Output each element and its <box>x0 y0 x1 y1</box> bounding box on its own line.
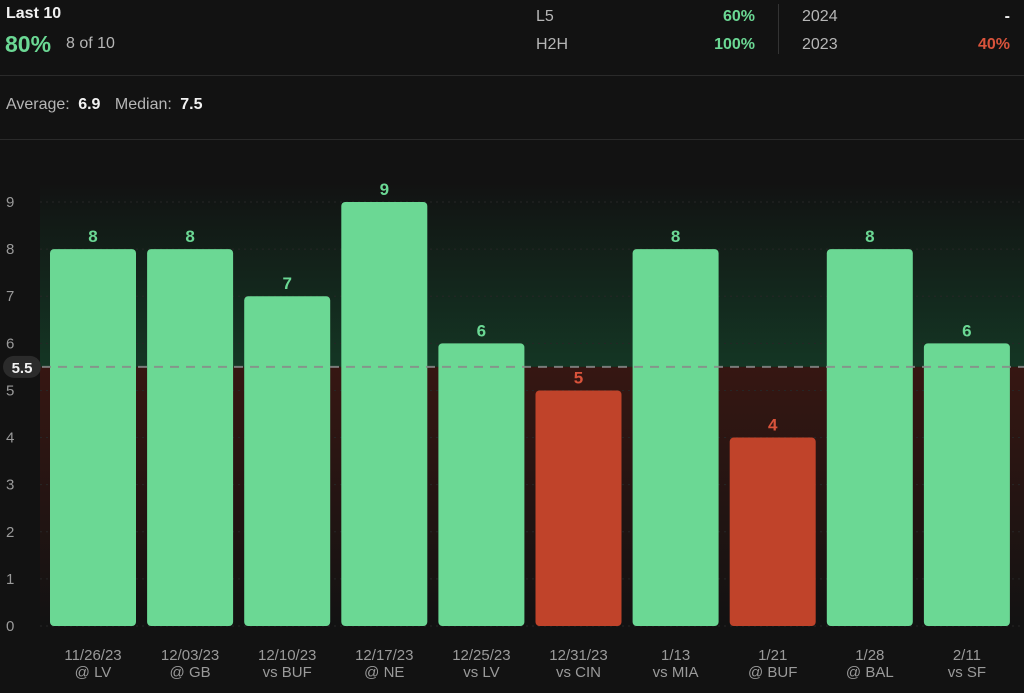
x-tick-date: 12/10/23 <box>258 647 316 664</box>
hit-rate-count: 8 of 10 <box>66 35 115 52</box>
x-tick-opponent: vs MIA <box>653 664 699 681</box>
panel-title: Last 10 <box>6 5 62 22</box>
y-tick-label: 4 <box>6 430 14 447</box>
x-tick-opponent: vs CIN <box>556 664 601 681</box>
x-tick-date: 12/25/23 <box>452 647 510 664</box>
x-tick-date: 12/03/23 <box>161 647 219 664</box>
stat-2023-label: 2023 <box>802 36 838 53</box>
stat-2024-label: 2024 <box>802 8 838 25</box>
stat-l5-value: 60% <box>722 8 755 25</box>
summary-divider <box>0 139 1024 140</box>
x-tick-date: 11/26/23 <box>64 647 121 664</box>
bar-value-label: 4 <box>768 416 778 435</box>
bar-value-label: 6 <box>962 321 971 340</box>
median-label: Median: <box>114 96 172 113</box>
bar-value-label: 5 <box>574 368 583 387</box>
summary-row: Average: 6.9 Median: 7.5 <box>6 96 213 114</box>
y-tick-label: 8 <box>6 241 14 258</box>
bar-value-label: 7 <box>282 274 291 293</box>
stat-l5-label: L5 <box>536 8 554 25</box>
y-tick-label: 0 <box>6 618 14 635</box>
x-tick-date: 1/28 <box>855 647 884 664</box>
x-tick-date: 12/17/23 <box>355 647 413 664</box>
bar <box>923 343 1010 626</box>
x-tick-opponent: @ GB <box>170 664 211 681</box>
bar <box>535 390 622 626</box>
threshold-label: 5.5 <box>12 360 33 377</box>
median-value: 7.5 <box>180 96 203 113</box>
bar <box>438 343 525 626</box>
stat-2024-value: - <box>1004 8 1010 25</box>
bar-value-label: 9 <box>380 180 389 199</box>
y-tick-label: 2 <box>6 524 14 541</box>
x-tick-opponent: vs SF <box>948 664 986 681</box>
header-divider <box>0 75 1024 76</box>
x-tick-opponent: vs LV <box>463 664 499 681</box>
hit-rate-percent: 80% <box>5 31 52 57</box>
stat-2023-value: 40% <box>977 36 1010 53</box>
y-tick-label: 9 <box>6 194 14 211</box>
bar-value-label: 8 <box>865 227 874 246</box>
x-tick-opponent: vs BUF <box>263 664 312 681</box>
stat-h2h-value: 100% <box>714 36 755 53</box>
y-tick-label: 3 <box>6 477 14 494</box>
bar <box>147 249 234 626</box>
stat-h2h-label: H2H <box>536 36 569 53</box>
average-value: 6.9 <box>78 96 101 113</box>
stats-divider <box>778 4 779 54</box>
bar <box>632 249 719 626</box>
bar-value-label: 8 <box>671 227 680 246</box>
x-tick-date: 2/11 <box>953 647 981 664</box>
y-tick-label: 5 <box>6 382 14 399</box>
bar-value-label: 6 <box>477 321 486 340</box>
bar <box>729 437 816 626</box>
average-label: Average: <box>6 96 70 113</box>
bar <box>341 202 428 626</box>
y-tick-label: 7 <box>6 288 14 305</box>
x-tick-opponent: @ BUF <box>748 664 797 681</box>
bar-value-label: 8 <box>185 227 194 246</box>
bar <box>826 249 913 626</box>
y-tick-label: 6 <box>6 335 14 352</box>
x-tick-opponent: @ NE <box>364 664 404 681</box>
bar <box>244 296 331 626</box>
x-tick-date: 12/31/23 <box>549 647 607 664</box>
bar-value-label: 8 <box>88 227 97 246</box>
x-tick-date: 1/21 <box>758 647 787 664</box>
x-tick-date: 1/13 <box>661 647 690 664</box>
x-tick-opponent: @ LV <box>75 664 112 681</box>
x-tick-opponent: @ BAL <box>846 664 894 681</box>
bar <box>50 249 136 626</box>
threshold-badge <box>3 355 41 378</box>
y-tick-label: 1 <box>6 571 14 588</box>
